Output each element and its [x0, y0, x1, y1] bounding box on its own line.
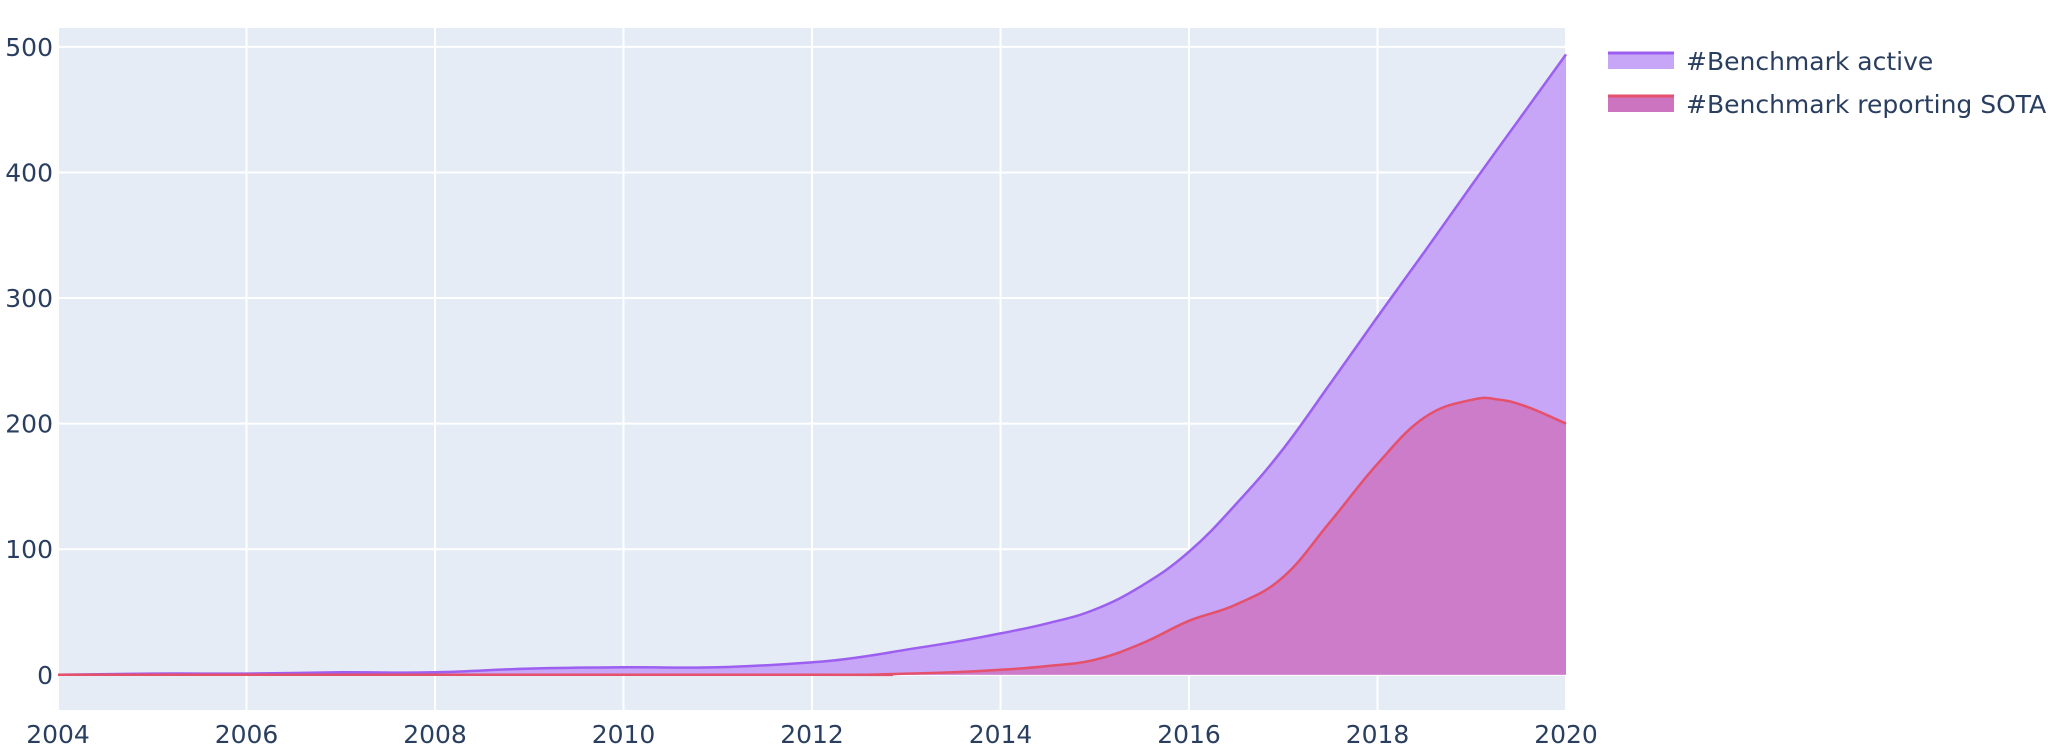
- x-tick-label: 2006: [215, 720, 279, 749]
- y-axis-ticks: 0 100 200 300 400 500: [5, 33, 53, 690]
- legend-swatch: [1608, 96, 1674, 112]
- legend-label: #Benchmark reporting SOTA: [1686, 90, 2046, 119]
- y-tick-label: 300: [5, 284, 53, 313]
- y-tick-label: 200: [5, 410, 53, 439]
- y-tick-label: 400: [5, 158, 53, 187]
- x-tick-label: 2018: [1346, 720, 1410, 749]
- x-tick-label: 2012: [780, 720, 844, 749]
- x-tick-label: 2010: [592, 720, 656, 749]
- y-tick-label: 100: [5, 535, 53, 564]
- legend-swatch: [1608, 53, 1674, 69]
- x-axis-ticks: 2004 2006 2008 2010 2012 2014 2016 2018 2020: [26, 720, 1598, 749]
- x-tick-label: 2020: [1534, 720, 1598, 749]
- series-line: [57, 53, 1568, 677]
- legend-label: #Benchmark active: [1686, 47, 1933, 76]
- y-tick-label: 0: [37, 661, 53, 690]
- x-tick-label: 2014: [969, 720, 1033, 749]
- legend-item[interactable]: #Benchmark active: [1608, 47, 1933, 76]
- series-line: [58, 396, 1567, 677]
- y-tick-label: 500: [5, 33, 53, 62]
- legend[interactable]: #Benchmark active #Benchmark reporting SO…: [1608, 47, 2046, 119]
- series-areas: [57, 53, 1568, 677]
- legend-item[interactable]: #Benchmark reporting SOTA: [1608, 90, 2046, 119]
- x-tick-label: 2004: [26, 720, 90, 749]
- x-tick-label: 2016: [1157, 720, 1221, 749]
- x-tick-label: 2008: [403, 720, 467, 749]
